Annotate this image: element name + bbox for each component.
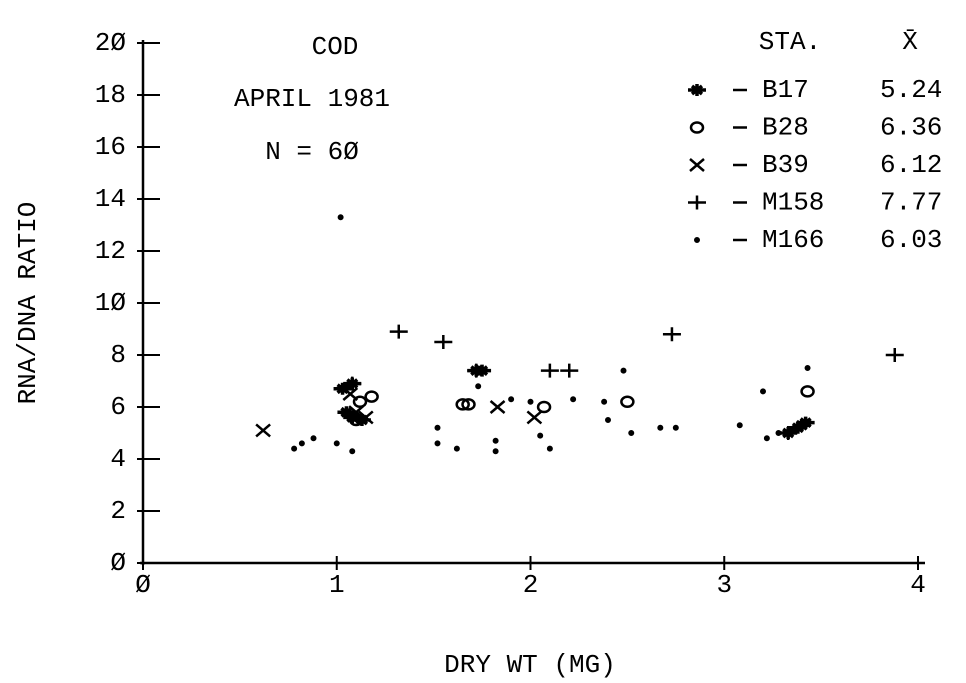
legend-title: STA. — [759, 27, 821, 57]
y-tick-label: 14 — [95, 184, 126, 214]
y-tick-label: 16 — [95, 132, 126, 162]
point — [475, 383, 482, 390]
point — [620, 395, 635, 409]
point — [657, 424, 664, 431]
point — [349, 448, 356, 455]
point — [601, 398, 608, 405]
point — [434, 440, 441, 447]
point — [343, 376, 362, 391]
point — [389, 324, 408, 339]
point — [291, 445, 298, 452]
point — [434, 335, 453, 349]
annotation: N = 6Ø — [265, 137, 359, 167]
point — [489, 400, 506, 414]
point — [508, 396, 515, 403]
point — [537, 432, 544, 439]
point — [348, 405, 364, 420]
point — [467, 363, 486, 378]
legend-marker — [688, 84, 706, 96]
point — [775, 430, 782, 436]
y-tick-label: 18 — [95, 80, 126, 110]
point — [357, 410, 374, 425]
point — [620, 367, 627, 374]
legend-marker — [694, 237, 701, 243]
legend-stat-title: X̄ — [902, 27, 918, 57]
point — [546, 445, 553, 452]
point — [560, 363, 579, 378]
x-tick-label: 4 — [910, 570, 926, 600]
point — [453, 445, 460, 452]
point — [492, 448, 499, 455]
point — [760, 388, 767, 395]
y-tick-label: 2Ø — [95, 28, 126, 58]
annotation: APRIL 1981 — [234, 84, 390, 114]
legend-mean: 6.12 — [880, 150, 942, 180]
legend-label: M166 — [762, 225, 824, 255]
legend-label: B28 — [762, 112, 809, 142]
point — [763, 435, 770, 442]
y-axis-label: RNA/DNA RATIO — [13, 202, 43, 405]
legend-mean: 7.77 — [880, 187, 942, 217]
point — [333, 440, 340, 447]
legend-marker — [689, 158, 705, 172]
y-tick-label: 2 — [110, 496, 126, 526]
point — [672, 424, 679, 431]
legend-marker — [689, 121, 705, 134]
legend-mean: 6.03 — [880, 225, 942, 255]
legend-label: B39 — [762, 150, 809, 180]
point — [310, 435, 317, 442]
x-tick-label: 3 — [716, 570, 732, 600]
point — [605, 417, 612, 423]
point — [536, 400, 552, 414]
point — [526, 410, 543, 425]
y-tick-label: 4 — [110, 444, 126, 474]
point — [434, 424, 441, 431]
y-tick-label: 8 — [110, 340, 126, 370]
point — [540, 363, 559, 378]
legend-label: B17 — [762, 75, 809, 105]
y-tick-label: Ø — [110, 548, 126, 578]
point — [337, 406, 356, 419]
point — [779, 426, 798, 440]
point — [337, 214, 344, 221]
point — [662, 327, 681, 342]
x-tick-label: 1 — [329, 570, 345, 600]
point — [492, 437, 499, 444]
legend-mean: 5.24 — [880, 75, 942, 105]
point — [342, 387, 359, 401]
y-tick-label: 1Ø — [95, 288, 126, 318]
point — [736, 422, 743, 429]
point — [804, 365, 811, 371]
point — [885, 348, 904, 362]
legend-mean: 6.36 — [880, 112, 942, 142]
point — [461, 398, 476, 411]
point — [333, 382, 352, 395]
point — [364, 390, 379, 403]
point — [255, 423, 271, 438]
y-tick-label: 12 — [95, 236, 126, 266]
point — [628, 430, 635, 436]
point — [792, 419, 811, 432]
point — [800, 385, 815, 398]
point — [527, 398, 534, 405]
y-tick-label: 6 — [110, 392, 126, 422]
point — [298, 440, 305, 447]
legend-label: M158 — [762, 187, 824, 217]
point — [455, 398, 470, 411]
x-tick-label: Ø — [135, 570, 151, 600]
x-axis-label: DRY WT (MG) — [444, 650, 616, 680]
annotation: COD — [312, 32, 359, 62]
x-tick-label: 2 — [523, 570, 539, 600]
legend-marker — [688, 195, 706, 210]
point — [570, 396, 577, 403]
